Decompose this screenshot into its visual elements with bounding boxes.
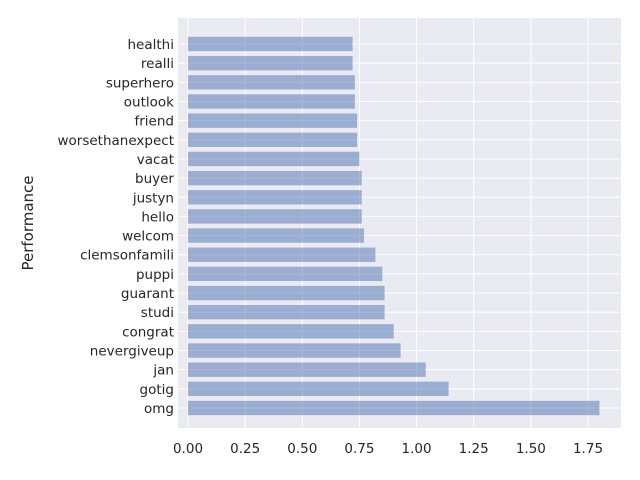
y-tick-label: justyn — [132, 190, 174, 206]
bar — [188, 209, 362, 224]
bar — [188, 36, 353, 52]
x-tick-label: 0.00 — [173, 441, 203, 457]
y-tick-label: clemsonfamili — [80, 248, 174, 264]
y-tick-label: studi — [141, 305, 174, 321]
y-axis-label: Performance — [19, 175, 37, 270]
y-tick-label: puppi — [136, 267, 174, 283]
bar — [188, 285, 385, 301]
bar — [188, 170, 362, 186]
y-tick-labels: omg gotig jan nevergiveup congrat studi guaran… — [57, 37, 174, 417]
x-tick-label: 1.50 — [516, 441, 546, 457]
y-tick-label: outlook — [124, 94, 174, 110]
y-tick-label: vacat — [137, 152, 174, 168]
bar — [188, 400, 600, 416]
bar — [188, 132, 358, 147]
y-tick-label: guarant — [121, 286, 174, 302]
y-tick-label: gotig — [140, 382, 174, 398]
y-tick-label: jan — [152, 363, 174, 379]
y-tick-label: superhero — [106, 75, 174, 91]
y-tick-label: congrat — [122, 324, 174, 340]
x-tick-label: 1.25 — [459, 441, 489, 457]
bar — [188, 113, 358, 128]
bar — [188, 228, 364, 243]
bar — [188, 75, 355, 90]
y-tick-label: healthi — [128, 37, 175, 53]
bars — [188, 36, 600, 416]
x-tick-label: 0.50 — [287, 441, 317, 457]
x-tick-label: 1.00 — [402, 441, 432, 457]
bar — [188, 381, 449, 397]
bar — [188, 55, 353, 71]
x-tick-label: 0.25 — [230, 441, 260, 457]
y-tick-label: omg — [144, 401, 174, 417]
bar — [188, 247, 376, 262]
y-tick-label: welcom — [122, 229, 174, 245]
y-tick-label: nevergiveup — [90, 344, 174, 360]
y-tick-label: worsethanexpect — [57, 133, 174, 149]
x-tick-label: 1.75 — [573, 441, 603, 457]
bar — [188, 190, 362, 205]
y-tick-label: hello — [141, 209, 174, 225]
y-tick-label: realli — [141, 56, 174, 72]
bar — [188, 343, 401, 358]
x-tick-label: 0.75 — [344, 441, 374, 457]
y-tick-label: friend — [135, 114, 175, 130]
bar — [188, 324, 394, 339]
y-tick-label: buyer — [135, 171, 174, 187]
bar — [188, 151, 360, 167]
x-tick-labels: 0.00 0.25 0.50 0.75 1.00 1.25 1.50 1.75 — [173, 441, 603, 457]
bar — [188, 362, 426, 377]
bar — [188, 266, 383, 282]
bar — [188, 305, 385, 320]
bar — [188, 94, 355, 109]
